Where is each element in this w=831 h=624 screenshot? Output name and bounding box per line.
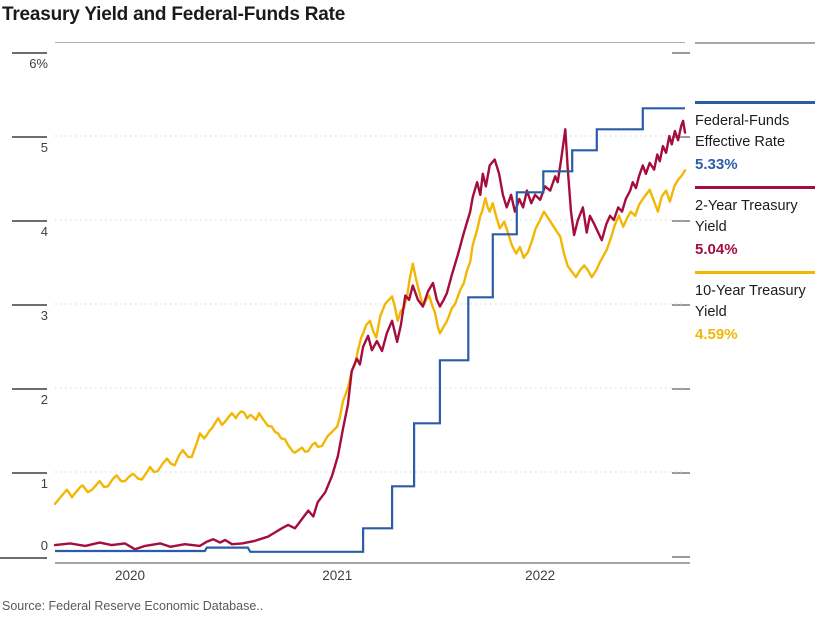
y-tick-label: 2 [40, 392, 48, 407]
y-tick-line-right [672, 136, 690, 138]
series-line-crimson [53, 119, 687, 551]
x-tick-label: 2020 [114, 568, 145, 583]
y-tick-label: 6% [29, 56, 48, 71]
y-tick-label: 4 [40, 224, 48, 239]
legend-swatch-crimson [695, 186, 815, 189]
y-tick-label: 0 [40, 538, 48, 553]
series-line-yellow [53, 169, 687, 506]
y-tick-line-right [672, 220, 690, 222]
y-tick-line [12, 52, 47, 54]
legend-value: 5.33% [695, 156, 738, 173]
y-tick-line-right [672, 388, 690, 390]
legend-swatch-blue [695, 101, 815, 104]
y-tick-line [12, 472, 47, 474]
y-tick-line [0, 557, 47, 559]
y-tick-line-right [672, 472, 690, 474]
plot-area [53, 107, 687, 553]
y-tick-line [12, 304, 47, 306]
x-tick-label: 2021 [322, 568, 353, 583]
legend-value: 4.59% [695, 326, 738, 343]
y-tick-line [12, 136, 47, 138]
y-tick-label: 3 [40, 308, 48, 323]
legend-label: Federal-Funds Effective Rate [695, 113, 790, 150]
y-tick-label: 5 [40, 140, 48, 155]
legend-entry: 10-Year Treasury Yield 4.59% [695, 271, 815, 343]
legend-entry: Federal-Funds Effective Rate 5.33% [695, 101, 815, 173]
legend: Federal-Funds Effective Rate 5.33% 2-Year … [695, 42, 815, 356]
x-axis-line [55, 562, 690, 564]
x-tick-label: 2022 [525, 568, 556, 583]
chart-top-rule [55, 42, 685, 43]
source-note: Source: Federal Reserve Economic Databas… [2, 599, 264, 613]
legend-label: 10-Year Treasury Yield [695, 283, 806, 320]
y-tick-line [12, 220, 47, 222]
series-line-blue [55, 107, 685, 553]
legend-value: 5.04% [695, 241, 738, 258]
y-tick-line-right [672, 304, 690, 306]
chart-title: Treasury Yield and Federal-Funds Rate [2, 4, 346, 25]
legend-swatch-yellow [695, 271, 815, 274]
y-tick-line-right [672, 52, 690, 54]
legend-label: 2-Year Treasury Yield [695, 198, 798, 235]
legend-entry: 2-Year Treasury Yield 5.04% [695, 186, 815, 258]
legend-top-rule [695, 42, 815, 44]
y-tick-line-right [672, 556, 690, 558]
y-tick-line [12, 388, 47, 390]
y-tick-label: 1 [40, 476, 48, 491]
